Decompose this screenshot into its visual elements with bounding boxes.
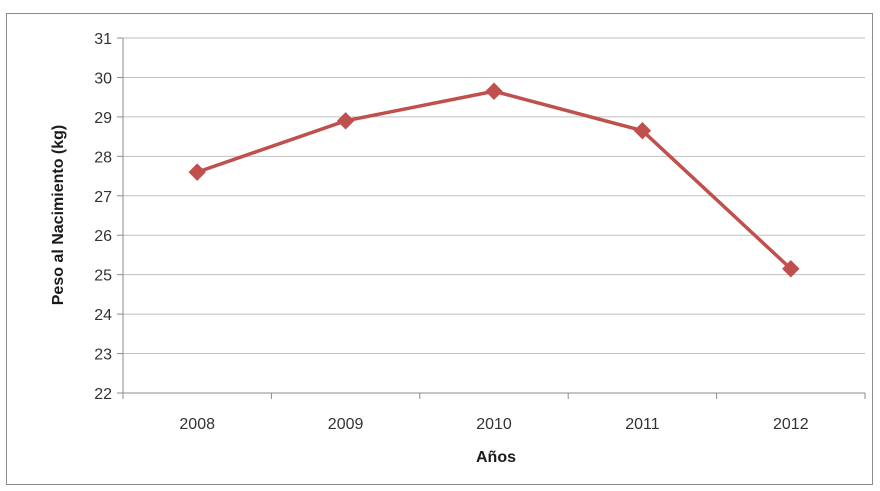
y-tick-label: 28 <box>94 149 112 166</box>
data-point-marker <box>486 83 502 99</box>
y-tick-label: 29 <box>94 110 112 127</box>
y-tick-label: 30 <box>94 70 112 87</box>
data-point-marker <box>338 113 354 129</box>
y-tick-label: 26 <box>94 228 112 245</box>
x-axis-title: Años <box>476 449 516 466</box>
x-tick-label: 2010 <box>476 416 512 433</box>
y-axis-title: Peso al Nacimiento (kg) <box>50 125 67 306</box>
y-tick-label: 24 <box>94 307 112 324</box>
y-tick-label: 31 <box>94 31 112 48</box>
y-tick-label: 22 <box>94 386 112 403</box>
x-tick-label: 2008 <box>179 416 215 433</box>
x-tick-label: 2012 <box>773 416 809 433</box>
series-line <box>197 91 791 269</box>
x-tick-label: 2009 <box>328 416 364 433</box>
y-tick-label: 25 <box>94 268 112 285</box>
y-tick-labels: 22 23 24 25 26 27 28 29 30 31 <box>94 31 112 403</box>
series-group <box>189 83 799 277</box>
y-tick-label: 23 <box>94 347 112 364</box>
data-point-marker <box>189 164 205 180</box>
x-tick-label: 2011 <box>625 416 660 433</box>
y-tick-label: 27 <box>94 189 112 206</box>
x-tick-labels: 2008 2009 2010 2011 2012 <box>179 416 808 433</box>
